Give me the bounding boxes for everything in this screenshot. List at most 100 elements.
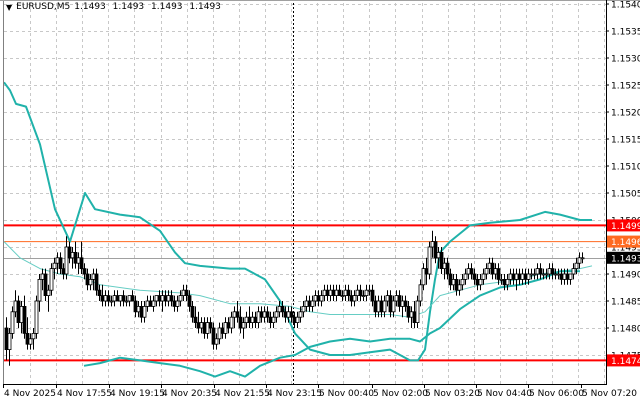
candle-bear xyxy=(346,289,351,297)
candle-bear xyxy=(523,273,528,280)
candle-bear xyxy=(502,278,507,286)
candle-bear xyxy=(211,327,216,345)
candle-bull xyxy=(34,300,39,334)
candle-bull xyxy=(277,305,282,313)
candle-bear xyxy=(292,316,297,324)
candle-bull xyxy=(478,278,483,286)
candle-bear xyxy=(472,273,477,280)
candle-bull xyxy=(493,268,498,275)
candle-bull xyxy=(217,327,222,340)
candle-bull xyxy=(151,300,156,307)
candle-bull xyxy=(142,305,147,318)
candle-bull xyxy=(361,295,366,298)
price-tick-label: 1.1490 xyxy=(611,271,640,281)
candle-bull xyxy=(241,322,246,329)
candle-bull xyxy=(340,295,345,298)
candle-bear xyxy=(73,251,78,264)
candle-bull xyxy=(262,311,267,318)
candle-bull xyxy=(418,284,423,302)
candle-bull xyxy=(124,300,129,303)
price-tick-label: 1.1485 xyxy=(611,298,640,308)
candle-bull xyxy=(526,273,531,280)
candle-bull xyxy=(295,316,300,324)
candle-bull xyxy=(556,273,561,276)
high-value: 1.1493 xyxy=(112,2,145,12)
candle-bull xyxy=(481,273,486,280)
candle-bull xyxy=(322,289,327,297)
candle-bull xyxy=(400,300,405,307)
candle-bear xyxy=(235,311,240,318)
candle-bull xyxy=(328,289,333,297)
current-price-tag-bg xyxy=(607,251,640,264)
candle-bear xyxy=(448,273,453,286)
price-tick-label: 1.1520 xyxy=(611,109,640,119)
candle-bull xyxy=(463,273,468,280)
candle-bear xyxy=(490,262,495,275)
candle-bull xyxy=(145,300,150,307)
candle-bull xyxy=(256,311,261,323)
candle-bear xyxy=(22,305,27,334)
candle-bear xyxy=(208,322,213,329)
candle-bull xyxy=(298,311,303,318)
time-tick-label: 4 Nov 20:35 xyxy=(162,389,217,399)
candlesticks xyxy=(4,230,585,366)
candle-bear xyxy=(538,268,543,275)
candle-bear xyxy=(370,289,375,302)
candle-bull xyxy=(415,300,420,324)
price-tick-label: 1.1525 xyxy=(611,82,640,92)
candle-bear xyxy=(337,289,342,297)
candle-bear xyxy=(268,316,273,324)
candle-bull xyxy=(229,316,234,329)
candle-bear xyxy=(517,273,522,280)
candle-bear xyxy=(331,289,336,297)
price-axis-labels: 1.1540 1.1535 1.1530 1.1525 1.1520 1.1515 1.15… xyxy=(606,1,640,362)
candle-bear xyxy=(43,273,48,297)
candle-bull xyxy=(154,295,159,302)
ohlc-values: 1.1493 1.1493 1.1493 1.1493 xyxy=(74,2,225,12)
price-tick-label: 1.1495 xyxy=(611,244,640,254)
time-tick-label: 5 Nov 02:00 xyxy=(373,389,428,399)
candle-bear xyxy=(85,273,90,286)
candle-bull xyxy=(70,251,75,259)
candle-bull xyxy=(64,246,69,275)
candle-bull xyxy=(343,289,348,297)
axes xyxy=(0,0,640,385)
bollinger-bands xyxy=(3,81,593,378)
candle-bull xyxy=(568,273,573,280)
price-tick-label: 1.1515 xyxy=(611,136,640,146)
low-value: 1.1493 xyxy=(151,2,183,12)
candle-bull xyxy=(76,257,81,264)
candle-bear xyxy=(121,295,126,302)
time-tick-label: 4 Nov 23:15 xyxy=(267,389,322,399)
candle-bear xyxy=(259,311,264,318)
candle-bear xyxy=(106,295,111,302)
candle-bear xyxy=(439,251,444,269)
candle-bull xyxy=(532,273,537,276)
triangle-down-icon[interactable]: ▼ xyxy=(6,2,13,12)
candle-bear xyxy=(454,278,459,291)
time-tick-label: 5 Nov 00:40 xyxy=(319,389,374,399)
candle-bull xyxy=(394,295,399,302)
candle-bull xyxy=(244,316,249,324)
candle-bull xyxy=(364,289,369,297)
candle-bull xyxy=(457,284,462,291)
candle-bull xyxy=(421,268,426,286)
candle-bear xyxy=(559,273,564,280)
candle-bull xyxy=(460,278,465,286)
candle-bear xyxy=(265,311,270,318)
candle-bull xyxy=(31,332,36,340)
candle-bull xyxy=(10,311,15,334)
grid-lines xyxy=(4,3,606,384)
price-tick-label: 1.1535 xyxy=(611,28,640,38)
candle-bull xyxy=(205,322,210,334)
candle-bear xyxy=(157,295,162,302)
candle-bull xyxy=(55,257,60,264)
price-tick-label: 1.1540 xyxy=(611,1,640,11)
candle-bear xyxy=(79,257,84,269)
candle-bull xyxy=(451,278,456,286)
time-tick-label: 5 Nov 04:40 xyxy=(477,389,532,399)
close-value: 1.1493 xyxy=(189,2,221,12)
candle-bull xyxy=(391,300,396,313)
